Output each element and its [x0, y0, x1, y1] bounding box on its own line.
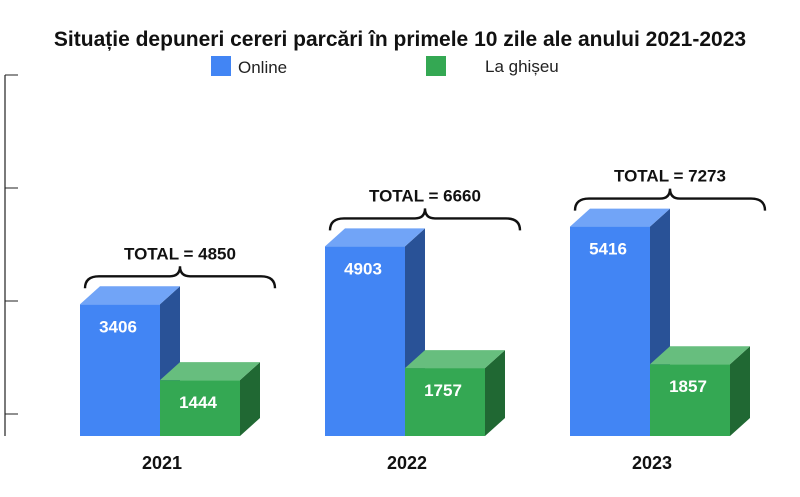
x-tick-label-2022: 2022 — [387, 453, 427, 473]
bar-side-la-ghiseu-2021 — [240, 362, 260, 436]
data-label-la-ghiseu-2021: 1444 — [179, 393, 217, 412]
bars-layer — [80, 208, 750, 436]
y-axis — [4, 74, 18, 436]
bar-top-la-ghiseu-2023 — [650, 346, 750, 365]
total-brace-2022 — [328, 208, 522, 231]
bar-side-la-ghiseu-2022 — [485, 350, 505, 436]
total-brace-2023 — [573, 188, 767, 211]
total-label-2023: TOTAL = 7273 — [614, 167, 726, 186]
total-brace-2021 — [83, 266, 277, 289]
total-label-2021: TOTAL = 4850 — [124, 244, 236, 263]
bar-top-online-2023 — [570, 208, 670, 227]
bar-la-ghiseu-2023 — [650, 364, 730, 436]
bar-la-ghiseu-2022 — [405, 368, 485, 436]
bar-online-2023 — [570, 226, 650, 436]
bar-side-la-ghiseu-2023 — [730, 346, 750, 436]
legend-swatch-online — [211, 56, 231, 76]
bar-top-online-2021 — [80, 286, 180, 305]
data-label-la-ghiseu-2023: 1857 — [669, 377, 707, 396]
x-tick-label-2021: 2021 — [142, 453, 182, 473]
bar-top-la-ghiseu-2022 — [405, 350, 505, 369]
data-label-online-2023: 5416 — [589, 240, 627, 259]
data-label-la-ghiseu-2022: 1757 — [424, 381, 462, 400]
total-label-2022: TOTAL = 6660 — [369, 186, 481, 205]
data-label-online-2022: 4903 — [344, 259, 382, 278]
chart-title: Situație depuneri cereri parcări în prim… — [54, 28, 746, 51]
legend-label-la-ghiseu: La ghișeu — [485, 57, 559, 76]
bar-top-online-2022 — [325, 228, 425, 247]
bar-la-ghiseu-2021 — [160, 380, 240, 436]
legend-label-online: Online — [238, 58, 287, 77]
legend-swatch-la-ghiseu — [426, 56, 446, 76]
legend: Online La ghișeu — [211, 56, 559, 77]
bar-top-la-ghiseu-2021 — [160, 362, 260, 381]
bar-online-2021 — [80, 304, 160, 436]
data-label-online-2021: 3406 — [99, 317, 137, 336]
bar-online-2022 — [325, 246, 405, 436]
x-tick-label-2023: 2023 — [632, 453, 672, 473]
